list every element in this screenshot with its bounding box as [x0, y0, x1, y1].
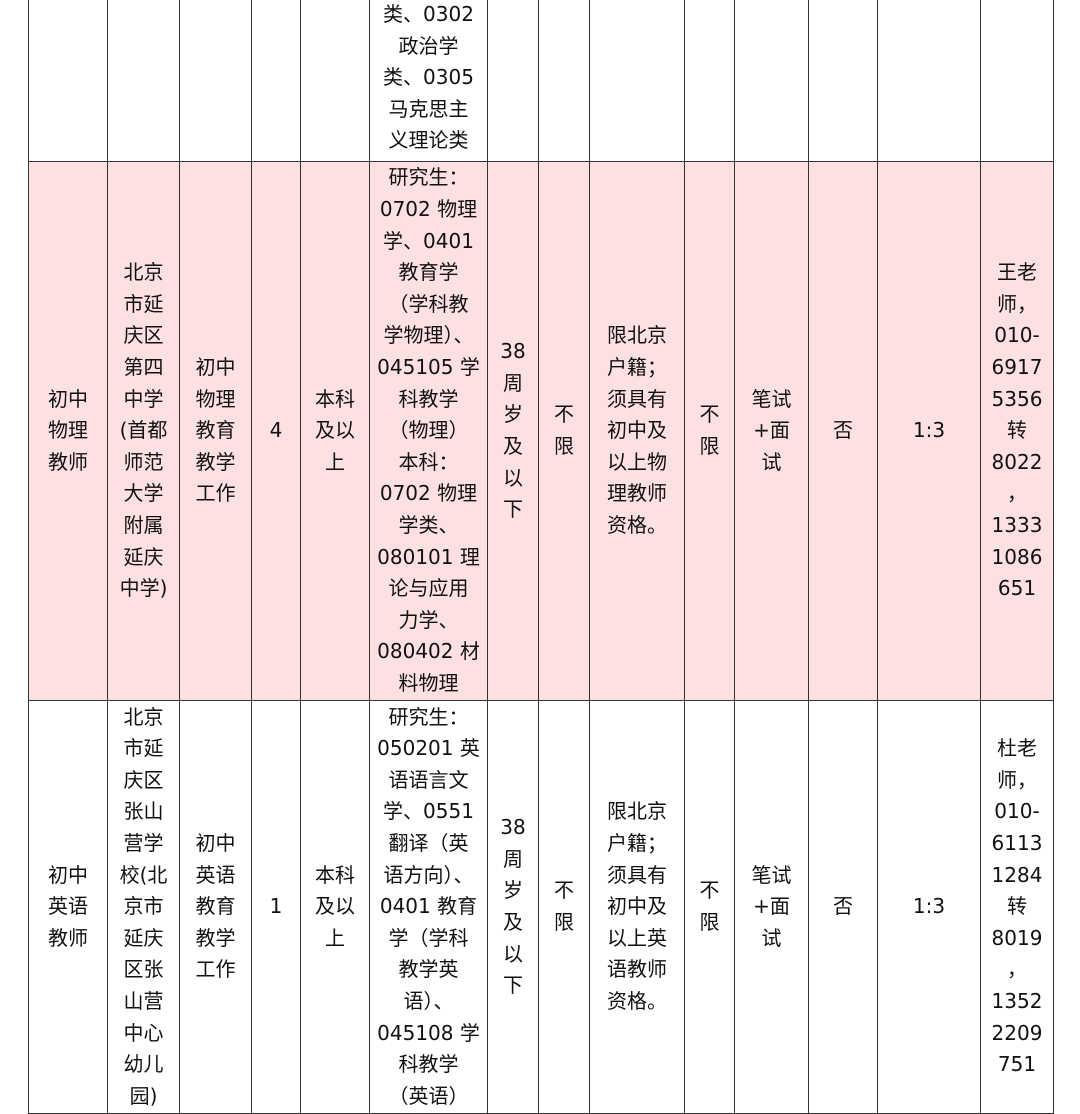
cell-duties: 初中 英语 教育 教学 工作 — [179, 699, 252, 1114]
cell-requirements — [589, 0, 685, 162]
cell-ratio — [877, 0, 981, 162]
cell-experience — [684, 0, 735, 162]
cell-gender: 不 限 — [538, 160, 590, 701]
cell-requirements: 限北京 户籍； 须具有 初中及 以上物 理教师 资格。 — [589, 160, 685, 701]
cell-education: 本科 及以 上 — [300, 699, 370, 1114]
cell-position — [28, 0, 108, 162]
cell-gender: 不 限 — [538, 699, 590, 1114]
cell-headcount — [251, 0, 301, 162]
cell-headcount: 4 — [251, 160, 301, 701]
cell-age: 38 周 岁 及 以 下 — [487, 699, 539, 1114]
cell-employer — [107, 0, 180, 162]
cell-experience: 不 限 — [684, 160, 735, 701]
table-row: 初中 英语 教师 北京 市延 庆区 张山 营学 校(北 京市 延庆 区张 山营 中… — [28, 699, 1054, 1114]
cell-major: 类、0302 政治学 类、0305 马克思主 义理论类 — [369, 0, 488, 162]
table-row: 类、0302 政治学 类、0305 马克思主 义理论类 — [28, 0, 1054, 162]
cell-age: 38 周 岁 及 以 下 — [487, 160, 539, 701]
cell-duties: 初中 物理 教育 教学 工作 — [179, 160, 252, 701]
cell-contact: 王老 师， 010- 6917 5356 转 8022 ， 1333 1086 … — [980, 160, 1054, 701]
cell-exempt — [808, 0, 878, 162]
cell-exempt: 否 — [808, 699, 878, 1114]
cell-ratio: 1:3 — [877, 160, 981, 701]
cell-exempt: 否 — [808, 160, 878, 701]
cell-education: 本科 及以 上 — [300, 160, 370, 701]
cell-ratio: 1:3 — [877, 699, 981, 1114]
recruitment-table: 类、0302 政治学 类、0305 马克思主 义理论类 初中 物理 教师 北京 市延… — [28, 0, 1054, 1114]
cell-position: 初中 物理 教师 — [28, 160, 108, 701]
cell-education — [300, 0, 370, 162]
cell-exam-method: 笔试 +面 试 — [734, 160, 809, 701]
cell-headcount: 1 — [251, 699, 301, 1114]
cell-gender — [538, 0, 590, 162]
cell-requirements: 限北京 户籍； 须具有 初中及 以上英 语教师 资格。 — [589, 699, 685, 1114]
cell-contact: 杜老 师， 010- 6113 1284 转 8019 ， 1352 2209 … — [980, 699, 1054, 1114]
cell-exam-method — [734, 0, 809, 162]
cell-exam-method: 笔试 +面 试 — [734, 699, 809, 1114]
table-row: 初中 物理 教师 北京 市延 庆区 第四 中学 (首都 师范 大学 附属 延庆 中… — [28, 160, 1054, 701]
cell-age — [487, 0, 539, 162]
cell-contact — [980, 0, 1054, 162]
cell-major: 研究生： 050201 英 语语言文 学、0551 翻译（英 语方向）、 040… — [369, 699, 488, 1114]
cell-duties — [179, 0, 252, 162]
cell-employer: 北京 市延 庆区 第四 中学 (首都 师范 大学 附属 延庆 中学) — [107, 160, 180, 701]
cell-position: 初中 英语 教师 — [28, 699, 108, 1114]
cell-employer: 北京 市延 庆区 张山 营学 校(北 京市 延庆 区张 山营 中心 幼儿 园) — [107, 699, 180, 1114]
cell-major: 研究生： 0702 物理 学、0401 教育学 （学科教 学物理）、 04510… — [369, 160, 488, 701]
cell-experience: 不 限 — [684, 699, 735, 1114]
